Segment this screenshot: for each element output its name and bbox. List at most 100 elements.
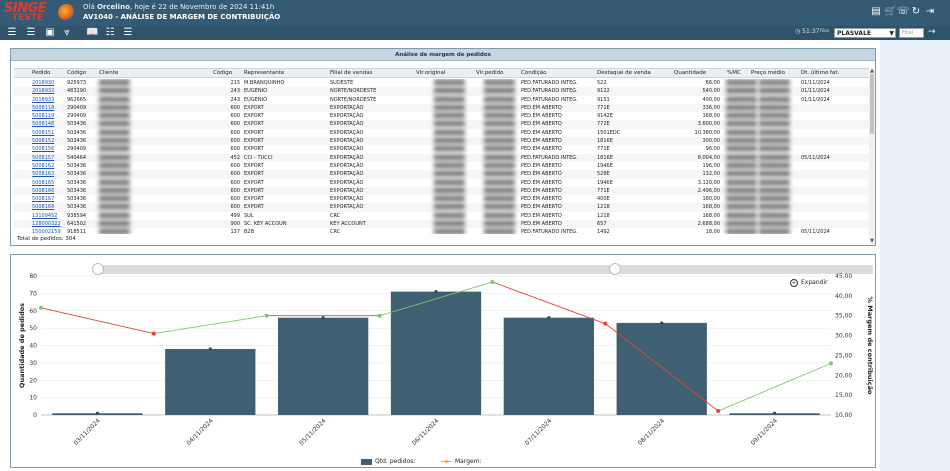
order-link[interactable]: 2018933 bbox=[32, 96, 55, 103]
table-row[interactable]: 5008119 290409 ████████ 600 EXPORT EXPORTAÇÃO… bbox=[14, 112, 869, 120]
table-row[interactable]: 150002159 918511 ████████ 137 B2B CRC ████████… bbox=[14, 228, 869, 234]
table-row[interactable]: 2018932 483290 ████████ 243 EUGENIO NORTE/NOR… bbox=[14, 87, 869, 96]
arrow-right-icon[interactable]: → bbox=[928, 27, 936, 37]
order-link[interactable]: 5008167 bbox=[32, 196, 55, 203]
document-list-icon[interactable]: ☷ bbox=[105, 27, 115, 38]
chevrons-down-icon[interactable]: ⩔ bbox=[64, 27, 70, 38]
phone-icon[interactable]: ☏ bbox=[897, 6, 910, 17]
table-row[interactable]: 5008118 290409 ████████ 600 EXPORT EXPORTAÇÃO… bbox=[14, 103, 869, 113]
chart-bar[interactable] bbox=[616, 322, 707, 415]
table-row[interactable]: 5008166 503436 ████████ 600 EXPORT EXPORTAÇÃO… bbox=[14, 186, 869, 196]
legend-item-margin[interactable]: Margem: bbox=[441, 458, 482, 466]
sales-branch: CRC bbox=[330, 229, 341, 234]
refresh-icon[interactable]: ↻ bbox=[911, 6, 921, 17]
order-link[interactable]: 2018930 bbox=[32, 80, 55, 86]
zoom-handle-right[interactable] bbox=[609, 263, 621, 275]
order-link[interactable]: 5008166 bbox=[32, 187, 55, 194]
order-link[interactable]: 13109452 bbox=[32, 212, 58, 219]
margin-point[interactable] bbox=[39, 305, 43, 310]
margin-point[interactable] bbox=[490, 279, 495, 284]
scroll-thumb[interactable] bbox=[870, 74, 874, 134]
column-header[interactable]: Vlr.pedido bbox=[476, 70, 504, 76]
column-header[interactable]: Quantidade bbox=[674, 70, 707, 76]
rep-name: EUGENIO bbox=[244, 88, 268, 95]
order-link[interactable]: 5008165 bbox=[32, 179, 55, 186]
order-link[interactable]: 5008162 bbox=[32, 162, 55, 169]
window-icon[interactable]: ▣ bbox=[45, 27, 55, 38]
table-row[interactable]: 5008162 503436 ████████ 600 EXPORT EXPORTAÇÃO… bbox=[14, 162, 869, 170]
column-header[interactable]: Dt. último fat. bbox=[801, 70, 840, 76]
notes-icon[interactable]: ▤ bbox=[871, 6, 881, 17]
book-icon[interactable]: 📖 bbox=[86, 27, 99, 38]
column-header[interactable]: Condição bbox=[521, 70, 547, 76]
column-header[interactable]: Representante bbox=[244, 70, 285, 76]
order-link[interactable]: 150002159 bbox=[32, 229, 61, 234]
list-icon[interactable]: ☰ bbox=[7, 27, 17, 38]
chart-bar[interactable] bbox=[278, 317, 369, 415]
table-row[interactable]: 128000322 641502 ████████ 900 SC. KEY ACCOUN… bbox=[14, 220, 869, 229]
legend-item-bars[interactable]: Qtd. pedidos: bbox=[361, 458, 415, 466]
cart-icon[interactable]: 🛒 bbox=[884, 6, 897, 17]
column-header[interactable]: Cliente bbox=[99, 70, 119, 76]
original-value-redacted: ████████ bbox=[434, 162, 465, 169]
checklist-icon[interactable]: ☰ bbox=[26, 27, 36, 38]
order-link[interactable]: 2018932 bbox=[32, 88, 55, 95]
filial-select[interactable]: PLASVALE ▼ bbox=[834, 28, 896, 38]
chart-bar[interactable] bbox=[503, 317, 594, 415]
table-row[interactable]: 2018930 925973 ████████ 215 M.BRANQUINHO SUDE… bbox=[14, 79, 869, 87]
scroll-up-icon[interactable]: ▲ bbox=[870, 68, 874, 74]
chart-bar[interactable] bbox=[390, 291, 482, 415]
column-header[interactable]: Filial de vendas bbox=[330, 70, 373, 76]
table-row[interactable]: 5008163 503436 ████████ 600 EXPORT EXPORTAÇÃO… bbox=[14, 170, 869, 179]
grid-scrollbar[interactable]: ▲ ▼ bbox=[869, 68, 875, 244]
column-header[interactable]: Código bbox=[213, 70, 233, 76]
margin-point[interactable] bbox=[264, 313, 269, 318]
table-row[interactable]: 5008148 503436 ████████ 600 EXPORT EXPORTAÇÃO… bbox=[14, 120, 869, 129]
checklist-2-icon[interactable]: ☰ bbox=[123, 27, 133, 38]
client-name-redacted: ████████ bbox=[99, 138, 130, 145]
order-link[interactable]: 5008163 bbox=[32, 171, 55, 178]
order-link[interactable]: 5008151 bbox=[32, 129, 55, 136]
table-row[interactable]: 5008165 503436 ████████ 600 EXPORT EXPORTAÇÃO… bbox=[14, 179, 869, 187]
order-link[interactable]: 5008118 bbox=[32, 104, 55, 111]
margin-point[interactable] bbox=[151, 331, 156, 336]
column-header[interactable]: Vlr.original bbox=[416, 70, 446, 76]
table-row[interactable]: 5008156 290409 ████████ 600 EXPORT EXPORTAÇÃO… bbox=[14, 145, 869, 153]
table-row[interactable]: 5008168 503436 ████████ 600 EXPORT EXPORTAÇÃO… bbox=[14, 203, 869, 212]
scroll-down-icon[interactable]: ▼ bbox=[870, 238, 874, 244]
order-link[interactable]: 5008156 bbox=[32, 146, 55, 153]
column-header[interactable]: Destaque de venda bbox=[597, 70, 651, 76]
expand-button[interactable]: + Expandir bbox=[790, 278, 828, 287]
y2-tick-label: 10,00 bbox=[835, 412, 852, 419]
table-row[interactable]: 5008167 503436 ████████ 600 EXPORT EXPORTAÇÃO… bbox=[14, 195, 869, 203]
margin-point[interactable] bbox=[716, 409, 721, 414]
browser-icon[interactable] bbox=[58, 4, 75, 21]
column-header[interactable]: Pedido bbox=[32, 70, 51, 76]
order-value-redacted: ████████ bbox=[484, 229, 515, 234]
margin-point[interactable] bbox=[377, 313, 382, 318]
margin-point[interactable] bbox=[603, 321, 608, 326]
table-row[interactable]: 5008157 540464 ████████ 452 CCI - TUCCI EXPOR… bbox=[14, 153, 869, 162]
table-row[interactable]: 13109452 938594 ████████ 499 SUL CRC ████████ █… bbox=[14, 212, 869, 220]
exit-icon[interactable]: ⇥ bbox=[925, 6, 935, 17]
table-row[interactable]: 5008151 503436 ████████ 600 EXPORT EXPORTAÇÃO… bbox=[14, 129, 869, 137]
column-header[interactable]: %MC bbox=[727, 70, 741, 76]
chart-bar[interactable] bbox=[165, 348, 256, 415]
quantity: 168,00 bbox=[702, 212, 721, 219]
table-row[interactable]: 2018933 962665 ████████ 243 EUGENIO NORTE/NOR… bbox=[14, 96, 869, 104]
column-header[interactable]: Código bbox=[67, 70, 87, 76]
rep-name: EXPORT bbox=[244, 171, 264, 178]
order-link[interactable]: 5008157 bbox=[32, 154, 55, 161]
x-tick-label: 06/11/2024 bbox=[411, 417, 441, 447]
column-header[interactable]: Preço médio bbox=[751, 70, 786, 76]
filial-code-input[interactable]: Filial bbox=[899, 28, 924, 38]
order-link[interactable]: 5008148 bbox=[32, 121, 55, 128]
margin-point[interactable] bbox=[829, 361, 833, 366]
order-link[interactable]: 5008119 bbox=[32, 113, 55, 120]
zoom-handle-left[interactable] bbox=[92, 263, 104, 275]
order-link[interactable]: 5008152 bbox=[32, 138, 55, 145]
order-link[interactable]: 128000322 bbox=[32, 221, 61, 228]
table-row[interactable]: 5008152 503436 ████████ 600 EXPORT EXPORTAÇÃO… bbox=[14, 137, 869, 146]
zoom-track[interactable] bbox=[97, 265, 873, 274]
order-link[interactable]: 5008168 bbox=[32, 204, 55, 211]
